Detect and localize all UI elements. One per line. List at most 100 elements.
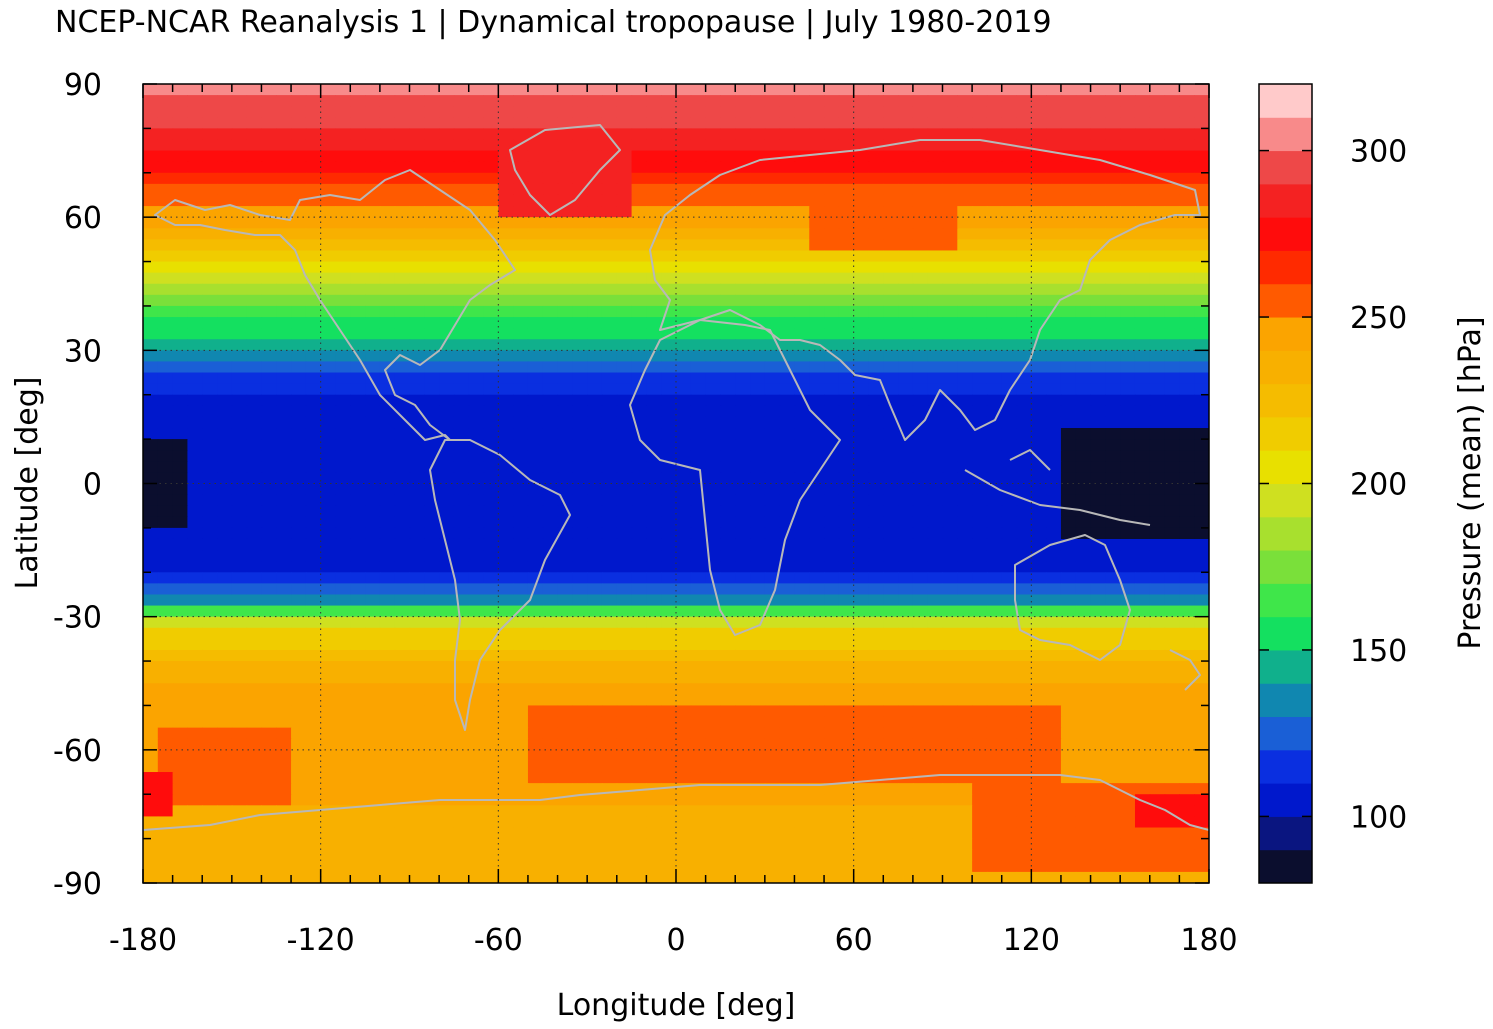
heatmap-cell [320,328,337,340]
heatmap-cell [157,95,174,107]
heatmap-cell [1060,150,1077,163]
heatmap-cell [261,117,277,129]
heatmap-cell [335,472,351,485]
heatmap-cell [1179,339,1195,351]
heatmap-cell [217,783,233,795]
heatmap-cell [764,816,781,829]
heatmap-cell [735,250,751,263]
heatmap-cell [957,716,973,729]
heatmap-cell [838,450,855,462]
heatmap-cell [1016,128,1032,141]
heatmap-cell [542,228,559,240]
heatmap-cell [1120,538,1136,551]
heatmap-cell [468,305,485,318]
heatmap-cell [424,738,440,751]
heatmap-cell [157,383,174,396]
heatmap-cell [1164,605,1180,618]
heatmap-cell [157,649,174,662]
heatmap-cell [838,616,855,629]
heatmap-cell [601,428,618,440]
heatmap-cell [1105,738,1121,751]
heatmap-cell [143,250,159,263]
heatmap-cell [335,572,351,584]
heatmap-cell [187,350,203,363]
heatmap-cell [720,84,736,96]
heatmap-cell [409,350,425,363]
heatmap-cell [601,805,618,818]
heatmap-cell [912,827,929,840]
heatmap-cell [365,128,381,141]
heatmap-cell [720,794,736,806]
heatmap-cell [217,694,233,707]
heatmap-cell [690,239,707,252]
heatmap-cell [202,616,218,629]
heatmap-cell [1179,572,1195,584]
heatmap-cell [350,305,366,318]
heatmap-cell [335,794,351,806]
heatmap-cell [557,561,573,573]
heatmap-cell [779,727,796,740]
heatmap-cell [513,283,529,296]
heatmap-cell [143,483,159,496]
heatmap-cell [527,450,544,462]
heatmap-cell [587,616,603,629]
heatmap-cell [853,772,870,784]
heatmap-cell [986,838,1003,851]
heatmap-cell [246,749,263,762]
heatmap-cell [1134,183,1151,196]
heatmap-cell [202,527,218,540]
heatmap-cell [202,816,218,829]
heatmap-cell [246,139,263,152]
heatmap-cell [572,505,588,518]
heatmap-cell [172,439,189,451]
heatmap-cell [1075,405,1092,418]
heatmap-cell [1090,616,1106,629]
heatmap-cell [720,183,736,196]
heatmap-cell [587,439,603,451]
heatmap-cell [350,494,366,507]
heatmap-cell [320,117,337,129]
heatmap-cell [335,450,351,462]
heatmap-cell [276,772,292,784]
heatmap-cell [231,339,248,351]
heatmap-cell [927,561,944,573]
heatmap-cell [439,816,455,829]
heatmap-cell [1120,84,1136,96]
heatmap-cell [276,261,292,274]
heatmap-cell [942,561,958,573]
heatmap-cell [764,561,781,573]
heatmap-cell [394,605,411,618]
heatmap-cell [172,405,189,418]
heatmap-cell [1194,305,1209,318]
heatmap-cell [231,694,248,707]
heatmap-cell [587,538,603,551]
heatmap-cell [646,194,662,207]
heatmap-cell [1194,261,1209,274]
heatmap-cell [690,317,707,329]
heatmap-cell [824,439,840,451]
heatmap-cell [1016,538,1032,551]
heatmap-cell [794,538,810,551]
heatmap-cell [1031,672,1047,684]
heatmap-cell [335,217,351,229]
heatmap-cell [557,772,573,784]
heatmap-cell [527,439,544,451]
heatmap-cell [601,450,618,462]
heatmap-cell [335,550,351,562]
heatmap-cell [794,527,810,540]
heatmap-cell [676,738,692,751]
heatmap-cell [513,805,529,818]
heatmap-cell [217,561,233,573]
heatmap-cell [986,538,1003,551]
heatmap-cell [202,550,218,562]
heatmap-cell [646,317,662,329]
heatmap-cell [1016,616,1032,629]
heatmap-cell [409,361,425,374]
heatmap-cell [217,272,233,285]
heatmap-cell [1031,749,1047,762]
heatmap-cell [542,272,559,285]
heatmap-cell [898,84,914,96]
heatmap-cell [927,206,944,218]
heatmap-cell [1120,783,1136,795]
heatmap-cell [720,305,736,318]
